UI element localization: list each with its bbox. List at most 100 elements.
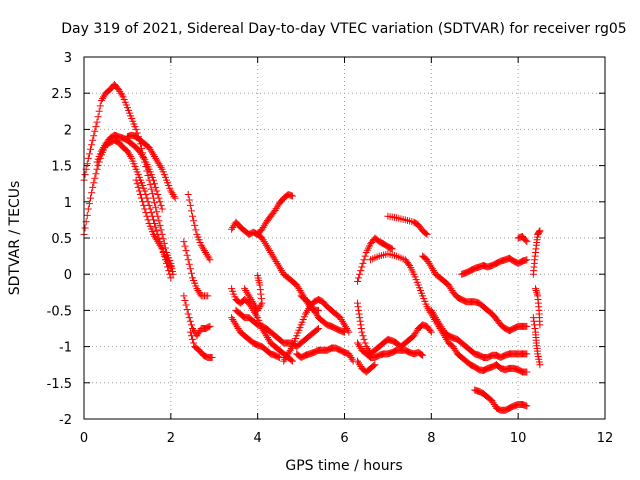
- data-point: [87, 194, 95, 202]
- data-series: [529, 227, 544, 278]
- data-point: [132, 176, 140, 184]
- data-point: [147, 147, 155, 155]
- data-series: [419, 252, 531, 335]
- data-point: [450, 344, 458, 352]
- data-point: [189, 212, 197, 220]
- data-point: [422, 229, 430, 237]
- data-point: [434, 317, 442, 325]
- y-tick-label: -1.5: [47, 377, 72, 392]
- data-point: [81, 171, 89, 179]
- data-point: [342, 323, 350, 331]
- data-point: [186, 265, 194, 273]
- data-point: [151, 232, 159, 240]
- data-point: [144, 172, 152, 180]
- data-point: [424, 258, 432, 266]
- data-point: [195, 288, 203, 296]
- data-point: [309, 305, 317, 313]
- data-point: [195, 328, 203, 336]
- y-tick-label: 2: [64, 123, 72, 138]
- data-point: [336, 314, 344, 322]
- data-point: [428, 308, 436, 316]
- data-point: [263, 334, 271, 342]
- data-series: [492, 361, 531, 376]
- data-point: [430, 310, 438, 318]
- data-point: [360, 256, 368, 264]
- data-point: [265, 245, 273, 253]
- data-series: [184, 191, 214, 264]
- data-point: [424, 305, 432, 313]
- data-point: [259, 224, 267, 232]
- data-point: [259, 236, 267, 244]
- data-point: [275, 263, 283, 271]
- data-point: [532, 286, 540, 294]
- data-point: [270, 254, 278, 262]
- x-tick-label: 4: [254, 431, 262, 446]
- data-point: [208, 353, 216, 361]
- data-point: [533, 288, 541, 296]
- data-point: [144, 216, 152, 224]
- data-series: [427, 306, 531, 361]
- data-point: [271, 206, 279, 214]
- data-point: [145, 144, 153, 151]
- x-axis-label: GPS time / hours: [285, 458, 402, 474]
- data-point: [260, 222, 268, 230]
- data-point: [412, 328, 420, 336]
- data-point: [154, 191, 162, 199]
- data-point: [171, 194, 179, 202]
- data-point: [278, 267, 286, 275]
- data-point: [156, 162, 164, 170]
- data-point: [361, 339, 369, 347]
- data-point: [117, 89, 125, 97]
- data-point: [256, 303, 264, 311]
- data-point: [529, 314, 537, 322]
- data-point: [234, 325, 242, 332]
- data-point: [88, 189, 96, 197]
- data-series: [471, 386, 531, 414]
- data-point: [140, 201, 148, 209]
- data-point: [250, 301, 258, 309]
- y-tick-label: -0.5: [47, 304, 72, 319]
- data-point: [344, 326, 352, 334]
- data-point: [387, 244, 395, 252]
- data-series: [354, 299, 435, 358]
- data-point: [523, 322, 531, 330]
- data-point: [157, 243, 165, 251]
- chart-title: Day 319 of 2021, Sidereal Day-to-day VTE…: [61, 21, 626, 37]
- data-point: [134, 183, 142, 191]
- data-point: [194, 286, 202, 294]
- data-series: [180, 292, 214, 340]
- data-point: [354, 357, 362, 365]
- x-tick-label: 8: [427, 431, 435, 446]
- data-point: [181, 242, 189, 250]
- data-point: [272, 205, 280, 213]
- data-point: [258, 225, 266, 233]
- data-point: [354, 339, 362, 347]
- data-point: [96, 102, 104, 110]
- data-point: [254, 306, 262, 314]
- data-point: [136, 149, 144, 157]
- data-point: [89, 183, 97, 191]
- data-point: [229, 315, 237, 323]
- data-point: [339, 319, 347, 327]
- data-point: [356, 314, 364, 322]
- x-tick-label: 6: [340, 431, 348, 446]
- data-point: [263, 243, 271, 251]
- data-point: [156, 221, 164, 229]
- data-point: [304, 306, 312, 314]
- data-series: [354, 339, 427, 361]
- data-series: [384, 212, 431, 238]
- data-series: [93, 131, 166, 213]
- data-point: [295, 285, 303, 293]
- data-point: [164, 258, 172, 266]
- data-point: [190, 217, 198, 225]
- data-point: [341, 328, 348, 336]
- data-point: [354, 303, 362, 311]
- data-point: [232, 321, 240, 329]
- data-series: [354, 234, 396, 285]
- data-point: [115, 86, 123, 94]
- data-point: [151, 199, 159, 207]
- data-point: [282, 353, 290, 361]
- data-point: [138, 150, 146, 158]
- data-point: [189, 335, 197, 343]
- data-point: [347, 353, 355, 361]
